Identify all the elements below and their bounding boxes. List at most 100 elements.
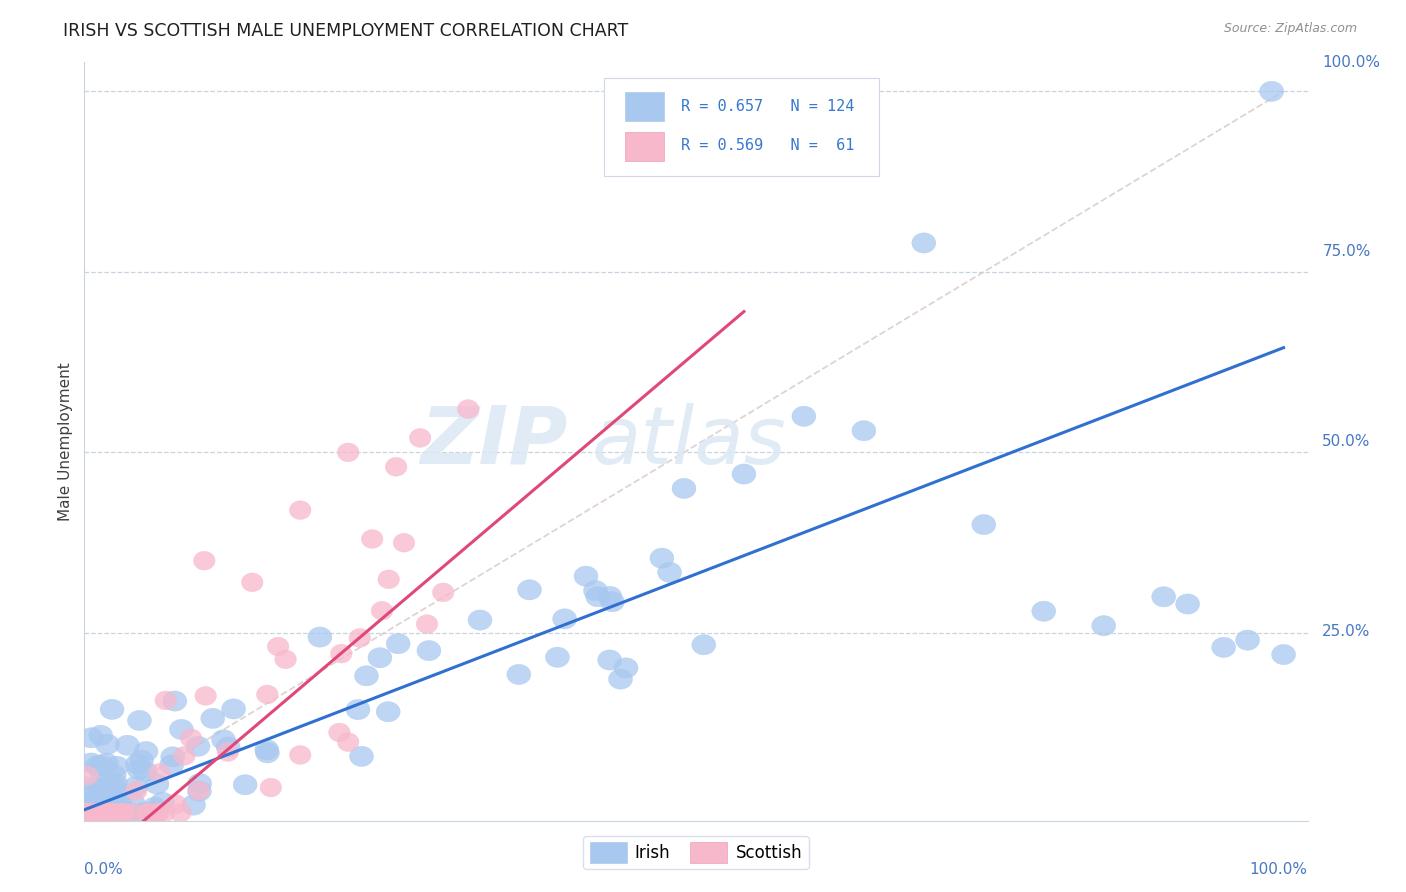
Ellipse shape <box>87 785 112 805</box>
Ellipse shape <box>138 803 162 822</box>
Ellipse shape <box>337 443 359 462</box>
Ellipse shape <box>1271 644 1295 665</box>
Ellipse shape <box>346 699 370 720</box>
Ellipse shape <box>132 803 156 822</box>
Ellipse shape <box>385 458 406 476</box>
Ellipse shape <box>181 795 205 815</box>
Ellipse shape <box>912 233 936 253</box>
Ellipse shape <box>267 637 290 656</box>
Ellipse shape <box>394 533 415 552</box>
Ellipse shape <box>90 803 114 822</box>
Ellipse shape <box>139 803 163 822</box>
Ellipse shape <box>658 562 682 582</box>
Ellipse shape <box>111 802 135 822</box>
Ellipse shape <box>75 803 98 822</box>
Ellipse shape <box>409 428 432 447</box>
Ellipse shape <box>186 736 209 756</box>
Ellipse shape <box>609 669 633 690</box>
Ellipse shape <box>75 804 97 822</box>
Ellipse shape <box>222 698 246 719</box>
Ellipse shape <box>93 784 117 805</box>
Ellipse shape <box>86 756 110 776</box>
Ellipse shape <box>84 794 108 814</box>
Ellipse shape <box>127 759 150 780</box>
Text: R = 0.657   N = 124: R = 0.657 N = 124 <box>682 99 855 114</box>
Ellipse shape <box>91 796 115 816</box>
Ellipse shape <box>614 657 638 678</box>
Ellipse shape <box>91 804 114 822</box>
Ellipse shape <box>76 804 97 822</box>
Ellipse shape <box>165 795 187 814</box>
Ellipse shape <box>98 803 122 822</box>
Ellipse shape <box>101 803 125 822</box>
Ellipse shape <box>96 734 120 755</box>
Ellipse shape <box>104 756 129 776</box>
Legend: Irish, Scottish: Irish, Scottish <box>583 836 808 869</box>
Ellipse shape <box>107 804 129 822</box>
Ellipse shape <box>433 583 454 602</box>
Text: atlas: atlas <box>592 402 787 481</box>
Ellipse shape <box>1032 601 1056 622</box>
Ellipse shape <box>129 750 153 770</box>
Ellipse shape <box>148 804 169 822</box>
Ellipse shape <box>117 803 141 822</box>
Ellipse shape <box>93 803 117 822</box>
Ellipse shape <box>103 783 127 803</box>
Ellipse shape <box>89 804 110 822</box>
Ellipse shape <box>260 778 281 797</box>
Ellipse shape <box>290 746 311 764</box>
Ellipse shape <box>115 735 139 756</box>
Ellipse shape <box>98 803 122 822</box>
Ellipse shape <box>108 802 132 822</box>
Ellipse shape <box>104 803 128 822</box>
Ellipse shape <box>121 804 142 822</box>
Ellipse shape <box>76 804 97 822</box>
FancyBboxPatch shape <box>605 78 880 177</box>
Ellipse shape <box>98 801 122 822</box>
Ellipse shape <box>76 804 97 822</box>
Ellipse shape <box>217 743 239 762</box>
Ellipse shape <box>170 804 191 822</box>
Ellipse shape <box>354 665 378 686</box>
Ellipse shape <box>1175 594 1199 614</box>
Ellipse shape <box>105 803 129 822</box>
Ellipse shape <box>101 777 125 797</box>
Ellipse shape <box>79 803 104 822</box>
Ellipse shape <box>90 756 114 775</box>
Ellipse shape <box>457 400 479 418</box>
Ellipse shape <box>517 580 541 600</box>
Ellipse shape <box>586 587 610 607</box>
Ellipse shape <box>350 747 374 766</box>
Ellipse shape <box>73 803 97 822</box>
Ellipse shape <box>100 699 124 720</box>
Ellipse shape <box>108 803 132 822</box>
Text: 100.0%: 100.0% <box>1250 863 1308 878</box>
Ellipse shape <box>134 762 157 781</box>
Ellipse shape <box>468 610 492 630</box>
Ellipse shape <box>180 729 202 747</box>
Ellipse shape <box>155 691 177 710</box>
Ellipse shape <box>77 803 101 822</box>
Ellipse shape <box>201 708 225 729</box>
Ellipse shape <box>274 650 297 669</box>
Ellipse shape <box>87 779 111 798</box>
Bar <box>626 132 664 161</box>
Ellipse shape <box>94 804 115 822</box>
Ellipse shape <box>124 776 148 797</box>
Ellipse shape <box>94 753 118 773</box>
Ellipse shape <box>256 685 278 704</box>
Ellipse shape <box>118 803 142 822</box>
Ellipse shape <box>79 804 101 822</box>
Ellipse shape <box>105 803 129 822</box>
Ellipse shape <box>1212 637 1236 657</box>
Ellipse shape <box>73 777 97 797</box>
Ellipse shape <box>1091 615 1116 636</box>
Ellipse shape <box>77 797 101 818</box>
Ellipse shape <box>136 804 157 822</box>
Ellipse shape <box>91 804 112 822</box>
Ellipse shape <box>361 530 382 549</box>
Text: Source: ZipAtlas.com: Source: ZipAtlas.com <box>1223 22 1357 36</box>
Ellipse shape <box>101 803 125 822</box>
Ellipse shape <box>121 792 145 813</box>
Ellipse shape <box>583 581 607 600</box>
